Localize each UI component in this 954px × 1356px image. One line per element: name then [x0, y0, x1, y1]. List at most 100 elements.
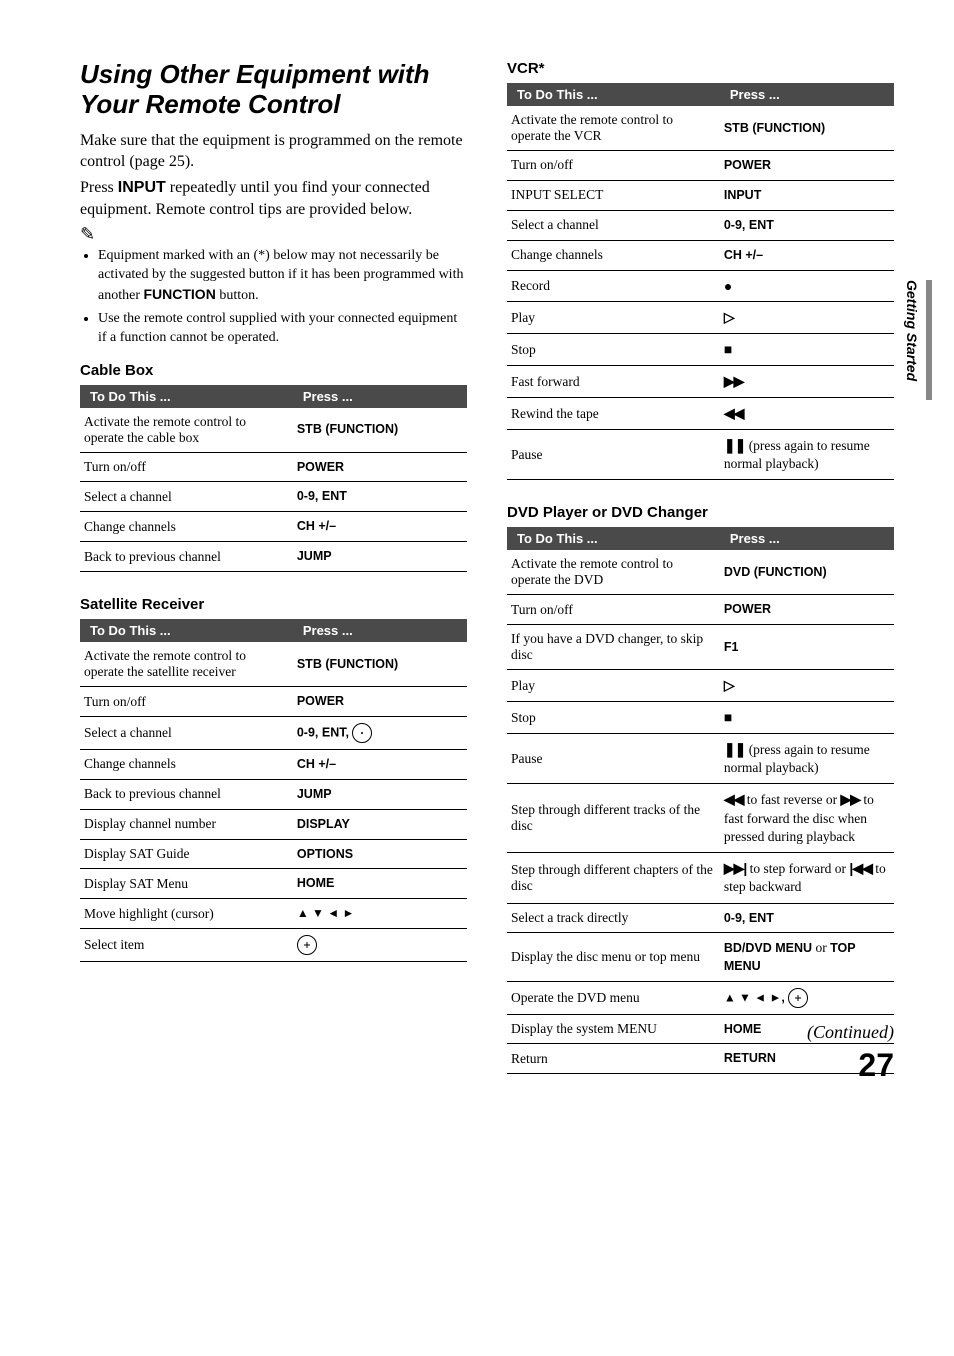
sat-table: To Do This ... Press ... Activate the re… [80, 619, 467, 962]
col-header: Press ... [720, 83, 894, 106]
table-row: Display channel numberDISPLAY [80, 809, 467, 839]
text: to step forward or [746, 861, 849, 876]
section-title: Using Other Equipment with Your Remote C… [80, 60, 467, 120]
col-header: Press ... [293, 385, 467, 408]
text: (press again to resume normal playback) [724, 438, 870, 471]
table-row: Stop■ [507, 334, 894, 366]
press-cell: 0-9, ENT, [293, 716, 467, 749]
action-cell: Move highlight (cursor) [80, 899, 293, 929]
press-label: HOME [297, 876, 335, 890]
press-cell: CH +/– [293, 749, 467, 779]
press-cell: CH +/– [293, 512, 467, 542]
press-cell: 0-9, ENT [293, 482, 467, 512]
table-row: Select a channel0-9, ENT, [80, 716, 467, 749]
note-item: Use the remote control supplied with you… [98, 310, 467, 348]
action-cell: Play [507, 670, 720, 702]
action-cell: Select a track directly [507, 903, 720, 933]
press-cell: ▷ [720, 302, 894, 334]
press-cell: F1 [720, 625, 894, 670]
function-key: FUNCTION [143, 286, 215, 302]
table-row: Rewind the tape◀◀ [507, 398, 894, 430]
press-label: F1 [724, 640, 739, 654]
table-row: Move highlight (cursor) ▲ ▼ ◄ ► [80, 899, 467, 929]
action-cell: Play [507, 302, 720, 334]
dvd-title: DVD Player or DVD Changer [507, 504, 894, 521]
press-cell: POWER [293, 452, 467, 482]
text: Press [80, 179, 118, 196]
col-header: Press ... [293, 619, 467, 642]
text: (press again to resume normal playback) [724, 742, 870, 775]
symbol-icon: ▶▶ [724, 373, 744, 389]
col-header: To Do This ... [507, 83, 720, 106]
table-row: Record● [507, 270, 894, 302]
right-column: VCR* To Do This ... Press ... Activate t… [507, 60, 894, 1074]
press-cell: ❚❚ (press again to resume normal playbac… [720, 429, 894, 479]
action-cell: Change channels [80, 512, 293, 542]
table-row: Turn on/offPOWER [80, 687, 467, 717]
press-label: STB (FUNCTION) [724, 121, 825, 135]
page-footer: (Continued) 27 [807, 1022, 894, 1084]
press-cell: ■ [720, 334, 894, 366]
table-row: Display SAT GuideOPTIONS [80, 839, 467, 869]
press-label: INPUT [724, 188, 762, 202]
select-icon [788, 988, 808, 1008]
action-cell: Turn on/off [507, 151, 720, 181]
symbol-icon: ■ [724, 341, 731, 357]
action-cell: Activate the remote control to operate t… [507, 106, 720, 151]
press-label: CH +/– [297, 519, 336, 533]
action-cell: Pause [507, 429, 720, 479]
press-label: CH +/– [724, 248, 763, 262]
table-header-row: To Do This ... Press ... [507, 83, 894, 106]
press-label: DISPLAY [297, 817, 350, 831]
cablebox-table: To Do This ... Press ... Activate the re… [80, 385, 467, 573]
action-cell: If you have a DVD changer, to skip disc [507, 625, 720, 670]
action-cell: Select a channel [507, 210, 720, 240]
press-cell: OPTIONS [293, 839, 467, 869]
arrow-icons: ▲ ▼ ◄ ► [297, 906, 355, 920]
press-label: BD/DVD MENU [724, 941, 816, 955]
symbol-icon: ● [724, 278, 731, 294]
page-content: Using Other Equipment with Your Remote C… [0, 0, 954, 1114]
symbol-icon: ❚❚ [724, 741, 745, 757]
table-row: Select a channel 0-9, ENT [507, 210, 894, 240]
press-cell: POWER [720, 595, 894, 625]
press-cell: ■ [720, 702, 894, 734]
table-row: Change channelsCH +/– [507, 240, 894, 270]
symbol-icon: ▷ [724, 309, 734, 325]
action-cell: Activate the remote control to operate t… [507, 550, 720, 595]
press-cell: ▲ ▼ ◄ ►, [720, 981, 894, 1014]
action-cell: Stop [507, 334, 720, 366]
note-item: Equipment marked with an (*) below may n… [98, 247, 467, 306]
action-cell: Change channels [80, 749, 293, 779]
vcr-title: VCR* [507, 60, 894, 77]
col-header: To Do This ... [80, 619, 293, 642]
sat-body: Activate the remote control to operate t… [80, 642, 467, 962]
select-icon [297, 935, 317, 955]
symbol-icon: ◀◀ [724, 791, 744, 807]
notes-list: Equipment marked with an (*) below may n… [80, 247, 467, 347]
press-label: RETURN [724, 1051, 776, 1065]
action-cell: Activate the remote control to operate t… [80, 642, 293, 687]
intro-para-2: Press INPUT repeatedly until you find yo… [80, 177, 467, 220]
press-cell: ▷ [720, 670, 894, 702]
table-row: Fast forward▶▶ [507, 366, 894, 398]
press-cell: STB (FUNCTION) [293, 408, 467, 453]
action-cell: Pause [507, 734, 720, 784]
table-row: Turn on/offPOWER [507, 595, 894, 625]
arrow-icons: ▲ ▼ ◄ ► [724, 990, 782, 1004]
two-column-layout: Using Other Equipment with Your Remote C… [80, 60, 894, 1074]
action-cell: Step through different chapters of the d… [507, 853, 720, 903]
press-label: 0-9, ENT [724, 218, 774, 232]
action-cell: Display the disc menu or top menu [507, 933, 720, 981]
table-row: Back to previous channelJUMP [80, 542, 467, 572]
dvd-table: To Do This ... Press ... Activate the re… [507, 527, 894, 1074]
table-row: Operate the DVD menu▲ ▼ ◄ ►, [507, 981, 894, 1014]
action-cell: Record [507, 270, 720, 302]
table-row: Activate the remote control to operate t… [80, 408, 467, 453]
press-label: POWER [297, 694, 344, 708]
text: to fast reverse or [743, 792, 840, 807]
enter-dot-icon [352, 723, 372, 743]
table-row: Change channelsCH +/– [80, 749, 467, 779]
press-cell: ❚❚ (press again to resume normal playbac… [720, 734, 894, 784]
page-number: 27 [858, 1047, 894, 1083]
